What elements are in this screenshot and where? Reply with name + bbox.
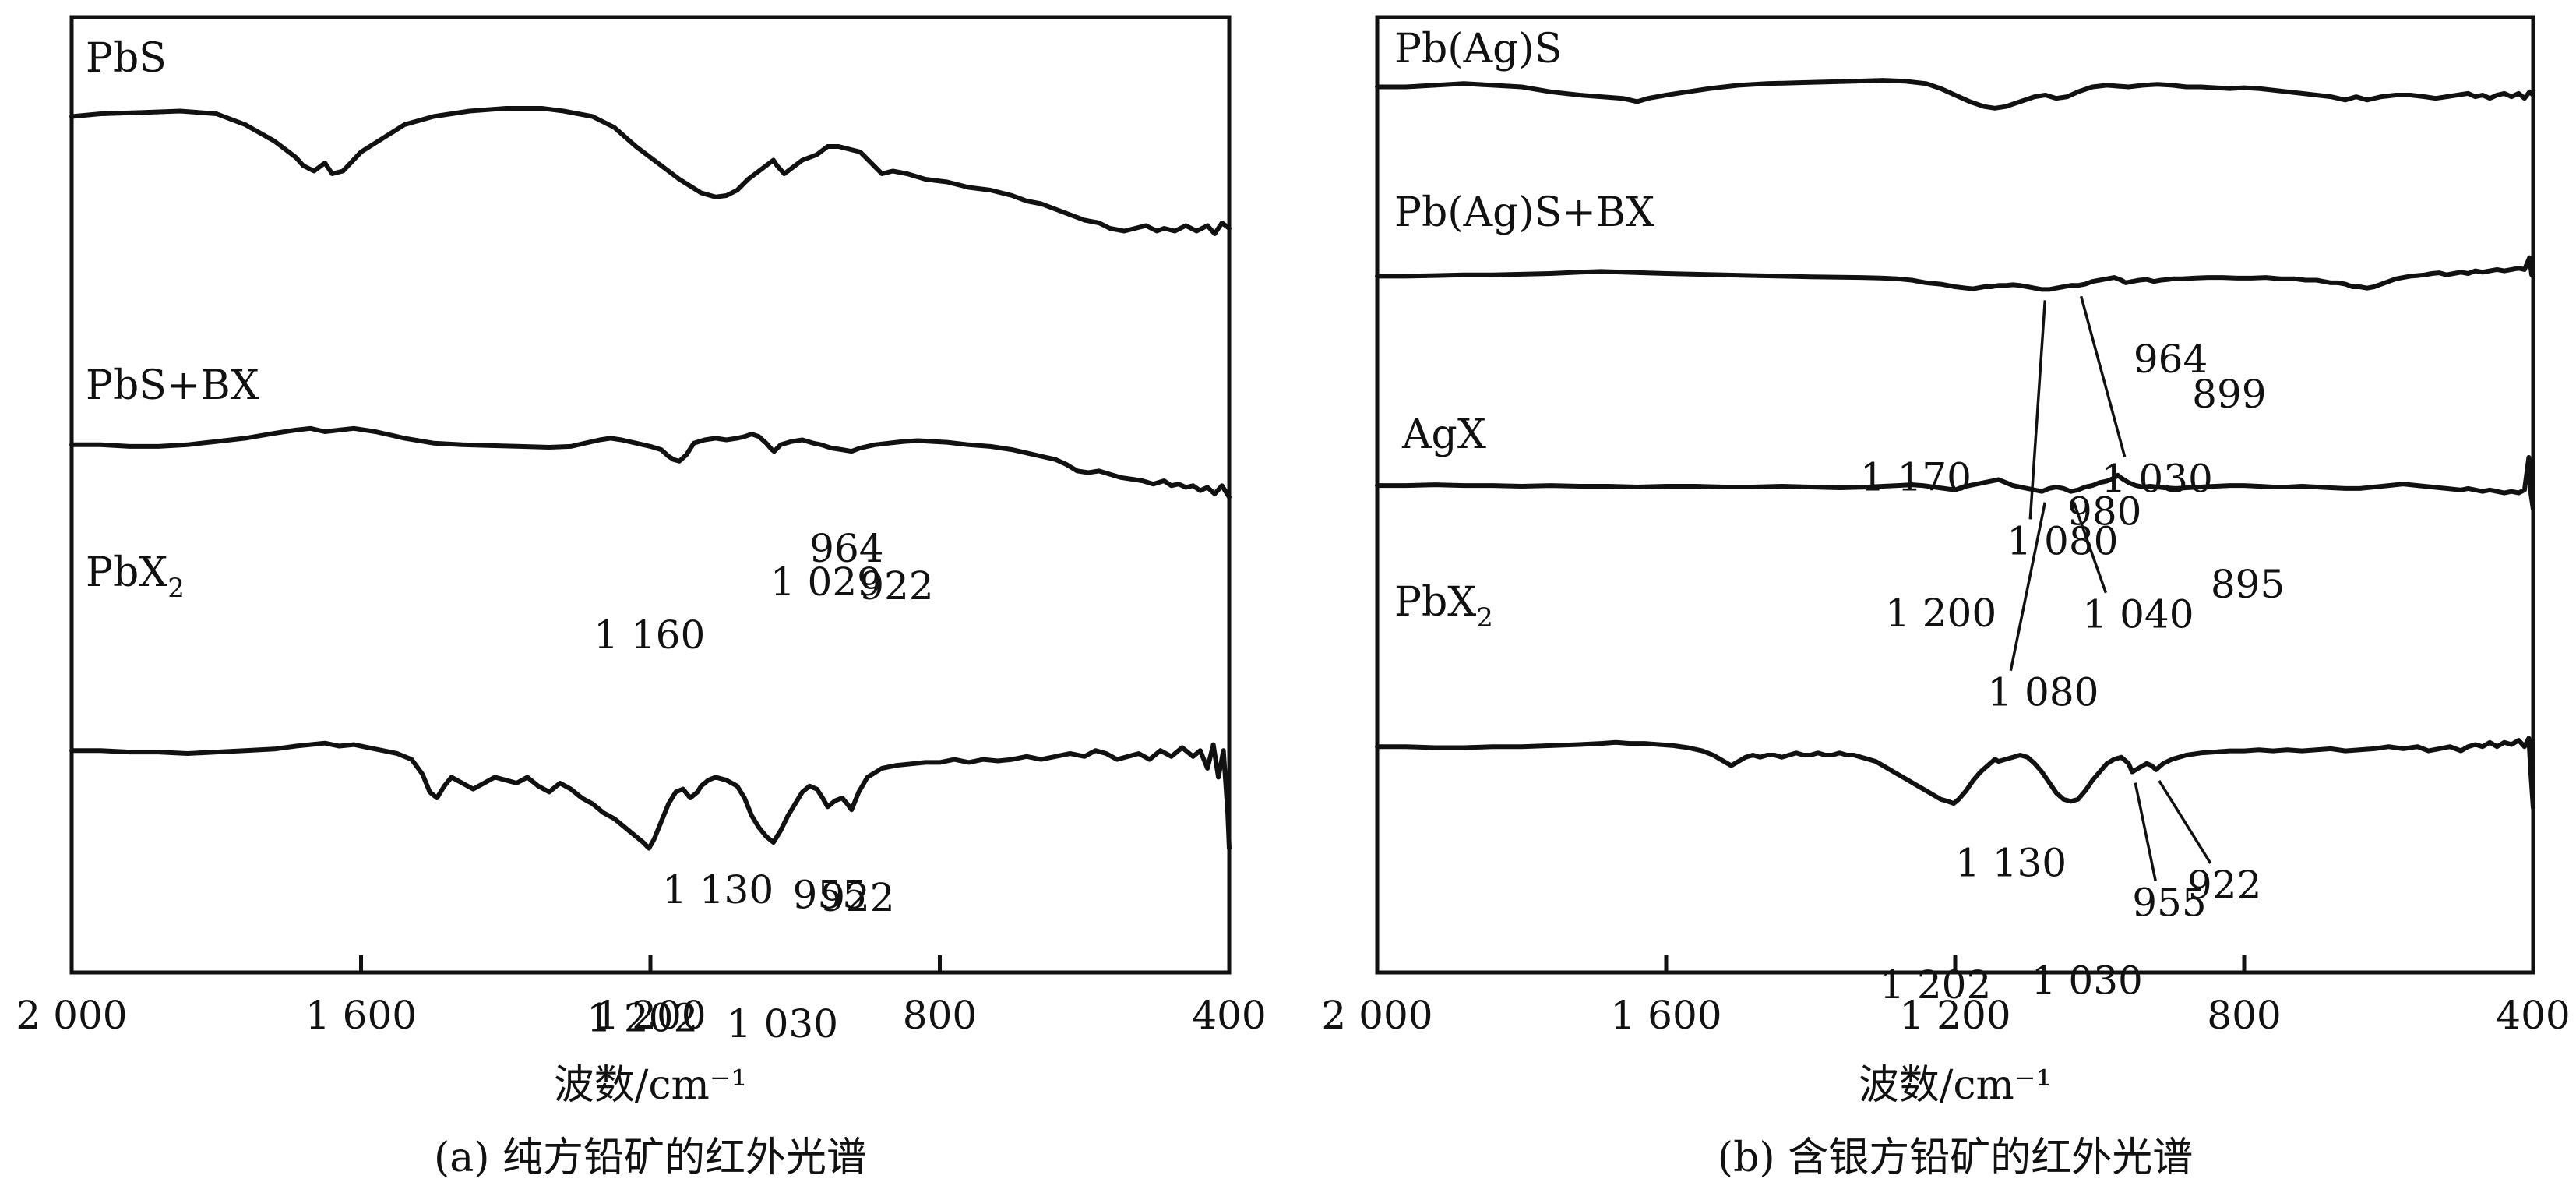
- peak-label: 1 030: [727, 1001, 838, 1046]
- peak-arrow: [2079, 295, 2127, 457]
- peak-label: 1 202: [1880, 962, 1991, 1008]
- spectrum-line-pb-ag-s: [1375, 78, 2535, 111]
- peak-arrow: [2158, 779, 2212, 864]
- plot-frame: [69, 15, 1232, 975]
- x-tick-label: 2 000: [1321, 993, 1432, 1038]
- peak-label: 1 130: [662, 867, 774, 912]
- peak-label: 922: [2187, 863, 2261, 908]
- peak-label: 1 080: [1987, 670, 2099, 715]
- peak-label: 964: [809, 526, 883, 571]
- peak-label: 1 130: [1955, 840, 2067, 885]
- peak-label: 1 160: [594, 612, 705, 658]
- x-tick-label: 800: [903, 993, 977, 1038]
- peak-label: 1 040: [2082, 592, 2194, 637]
- peak-label: 895: [2211, 562, 2285, 607]
- spectrum-line-pb-ag-s-bx: [1375, 255, 2535, 292]
- x-tick-label: 1 600: [305, 993, 417, 1038]
- x-tick-label: 1 600: [1610, 993, 1721, 1038]
- x-axis-title: 波数/cm⁻¹: [1859, 1062, 2052, 1109]
- x-axis-title: 波数/cm⁻¹: [554, 1062, 747, 1109]
- x-tick-label: 400: [2496, 993, 2570, 1038]
- peak-label: 899: [2192, 372, 2266, 417]
- x-tick-label: 800: [2207, 993, 2281, 1038]
- panel-b: 2 000 1 600 1 200 800 400 波数/cm⁻¹ (b) 含银方铅矿的红外…: [1321, 15, 2571, 1181]
- spectrum-line-pbs: [69, 106, 1232, 236]
- x-tick-label: 1 200: [1899, 993, 2010, 1038]
- peak-label: 1 202: [587, 996, 698, 1041]
- peak-label: 922: [859, 563, 933, 609]
- peak-label: 955: [793, 872, 867, 917]
- peak-label: 964: [2134, 337, 2208, 382]
- spectrum-line-pbs-bx: [69, 425, 1232, 499]
- peak-label: 1 080: [2007, 518, 2118, 563]
- peak-label: 922: [820, 875, 894, 920]
- peak-label: 1 170: [1860, 455, 1972, 500]
- panel-a: 2 000 1 600 1 200 800 400 波数/cm⁻¹ (a) 纯方铅矿的红外光…: [16, 15, 1267, 1181]
- series-label: Pb(Ag)S: [1394, 26, 1562, 72]
- peak-arrow: [2072, 502, 2108, 594]
- panel-caption: (b) 含银方铅矿的红外光谱: [1718, 1135, 2193, 1181]
- series-label: PbX2: [1394, 579, 1493, 634]
- series-label: PbS: [86, 35, 167, 82]
- peak-arrow: [2028, 300, 2047, 520]
- spectrum-line-agx: [1375, 455, 2535, 512]
- peak-arrow: [2009, 502, 2047, 672]
- series-label: AgX: [1401, 411, 1486, 458]
- peak-label: 1 200: [1885, 591, 1996, 636]
- spectrum-line-pbx2: [1375, 736, 2535, 810]
- x-tick-label: 1 200: [594, 993, 706, 1038]
- peak-label: 1 030: [2032, 958, 2143, 1004]
- spectrum-line-pbx2: [69, 740, 1232, 851]
- peak-arrow: [2134, 782, 2157, 881]
- x-tick-label: 2 000: [16, 993, 127, 1038]
- peak-label: 980: [2067, 489, 2141, 535]
- series-label: PbS+BX: [86, 362, 259, 409]
- peak-label: 1 029: [770, 559, 882, 605]
- series-label: PbX2: [86, 549, 185, 604]
- x-tick-label: 400: [1192, 993, 1266, 1038]
- series-label: Pb(Ag)S+BX: [1394, 189, 1654, 236]
- panel-caption: (a) 纯方铅矿的红外光谱: [434, 1135, 867, 1181]
- peak-label: 955: [2132, 881, 2206, 926]
